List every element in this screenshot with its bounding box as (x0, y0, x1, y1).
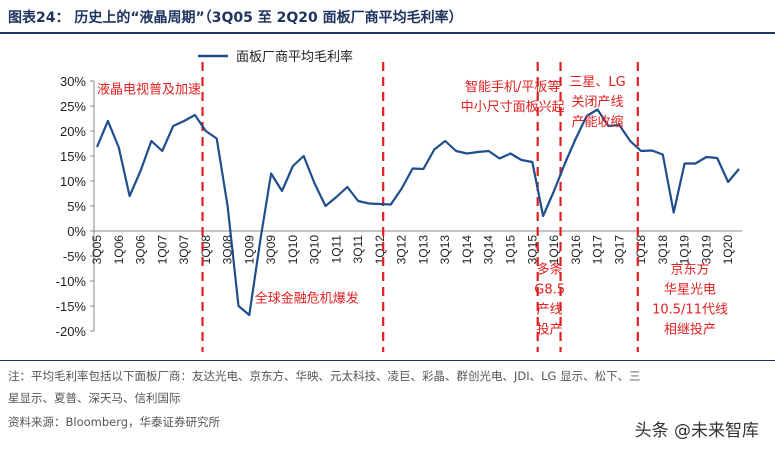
margin-line-chart: -20% -15% -10% -5% 0% 5% 10% 15% 20% 25% 30% 3Q05 1Q… (56, 49, 742, 352)
annotation-text: 产线 (537, 303, 563, 318)
x-tick-label: 3Q17 (612, 235, 626, 265)
y-tick-label: 5% (67, 199, 86, 214)
y-tick-label: -15% (56, 299, 87, 314)
y-tick-label: -20% (56, 324, 87, 339)
x-tick-label: 1Q11 (329, 235, 343, 264)
x-tick-label: 1Q16 (547, 235, 561, 265)
x-tick-label: 1Q14 (460, 235, 474, 265)
x-tick-label: 3Q12 (395, 235, 409, 265)
annotation-text: G8.5 (534, 283, 565, 298)
x-tick-label: 1Q19 (678, 235, 692, 265)
x-tick-label: 1Q20 (721, 235, 735, 265)
x-tick-label: 3Q07 (177, 235, 191, 265)
annotation-text: 全球金融危机爆发 (255, 291, 359, 307)
y-tick-label: 10% (60, 174, 86, 189)
x-tick-label: 3Q13 (438, 235, 452, 265)
annotation-text: 中小尺寸面板兴起 (461, 100, 565, 115)
note-line-1: 注：平均毛利率包括以下面板厂商：友达光电、京东方、华映、元太科技、凌巨、彩晶、群… (8, 369, 641, 383)
annotation-text: 相继投产 (664, 322, 716, 338)
x-tick-label: 3Q10 (308, 235, 322, 265)
x-tick-label: 3Q09 (264, 235, 278, 265)
annotation-text: 多条 (537, 262, 563, 278)
x-tick-label: 1Q13 (416, 235, 430, 265)
x-tick-label: 1Q17 (591, 235, 605, 265)
note-line-2: 星显示、夏普、深天马、信利国际 (8, 391, 181, 405)
legend-label: 面板厂商平均毛利率 (236, 49, 353, 65)
x-tick-label: 1Q10 (286, 235, 300, 265)
figure-title-bar: 图表24： 历史上的“液晶周期”（3Q05 至 2Q20 面板厂商平均毛利率） (0, 0, 775, 34)
x-tick-label: 1Q18 (634, 235, 648, 265)
x-tick-label: 1Q06 (112, 235, 126, 265)
y-tick-label: -10% (56, 274, 87, 289)
x-tick-label: 1Q07 (155, 235, 169, 265)
x-tick-label: 1Q15 (503, 235, 517, 265)
annotation-text: 华星光电 (664, 283, 716, 298)
x-tick-label: 3Q18 (656, 235, 670, 265)
x-tick-label: 3Q16 (569, 235, 583, 265)
x-tick-label: 1Q12 (373, 235, 387, 265)
x-tick-label: 1Q09 (242, 235, 256, 265)
annotation-text: 京东方 (671, 262, 710, 278)
y-tick-label: 20% (60, 124, 86, 139)
title-rule (0, 32, 775, 34)
x-tick-label: 3Q06 (134, 235, 148, 265)
y-tick-label: 15% (60, 149, 86, 164)
annotation-text: 产能收缩 (572, 114, 624, 130)
x-tick-label: 1Q08 (199, 235, 213, 265)
series-line (95, 108, 740, 317)
annotation-text: 关闭产线 (572, 95, 624, 110)
annotation-text: 智能手机/平板等 (465, 79, 560, 95)
y-tick-label: 25% (60, 99, 86, 114)
annotation-text: 三星、LG (569, 75, 625, 90)
annotation-text: 10.5/11代线 (652, 303, 728, 318)
x-tick-label: 3Q14 (482, 235, 496, 265)
x-tick-label: 3Q05 (90, 235, 104, 265)
y-tick-label: 30% (60, 74, 86, 89)
annotation-text: 液晶电视普及加速 (97, 83, 201, 98)
y-tick-label: 0% (67, 224, 86, 239)
y-tick-label: -5% (63, 249, 87, 264)
x-tick-label: 3Q15 (525, 235, 539, 265)
watermark: 头条 @未来智库 (634, 421, 759, 441)
source-line: 资料来源：Bloomberg，华泰证券研究所 (8, 415, 221, 429)
figure-title: 图表24： 历史上的“液晶周期”（3Q05 至 2Q20 面板厂商平均毛利率） (8, 10, 463, 26)
x-tick-label: 3Q11 (351, 235, 365, 264)
annotation-text: 投产 (537, 322, 563, 338)
notes-rule (0, 360, 775, 361)
x-tick-label: 3Q19 (699, 235, 713, 265)
